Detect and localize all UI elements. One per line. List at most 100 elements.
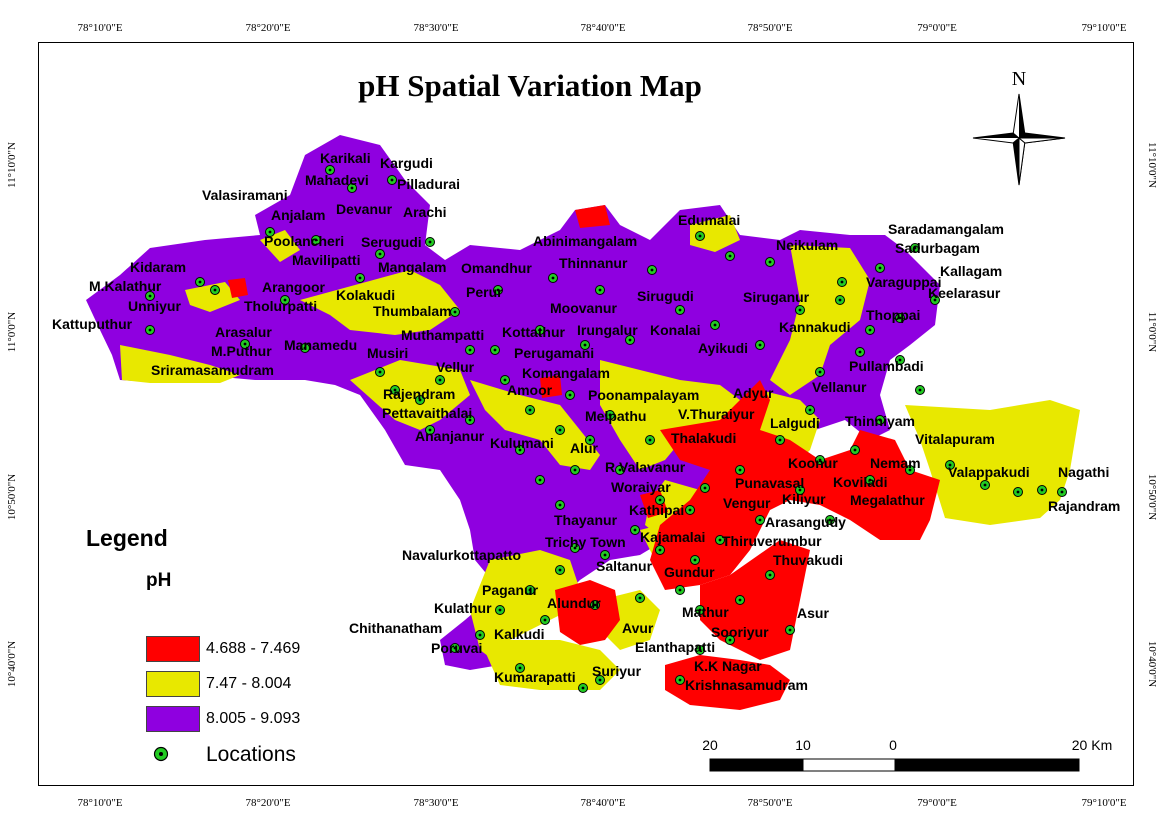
place-label: Alundur [547, 595, 601, 611]
location-marker-dot [818, 458, 822, 462]
location-marker-dot [393, 388, 397, 392]
location-marker-dot [798, 308, 802, 312]
lat-tick-label: 10°50'0"N [6, 473, 18, 521]
place-label: Sirugudi [637, 288, 694, 304]
place-label: V.Thuraiyur [678, 406, 755, 422]
location-marker-dot [698, 648, 702, 652]
place-label: Thoppai [866, 307, 920, 323]
location-marker-dot [303, 346, 307, 350]
legend-label-high: 8.005 - 9.093 [206, 710, 301, 727]
location-marker-dot [703, 486, 707, 490]
location-marker-dot [358, 276, 362, 280]
lon-tick-label: 78°40'0"E [580, 797, 626, 809]
lon-tick-label: 78°30'0"E [413, 797, 459, 809]
location-marker-dot [828, 518, 832, 522]
location-marker-dot [728, 638, 732, 642]
location-marker-dot [693, 558, 697, 562]
location-marker-dot [698, 608, 702, 612]
location-marker-dot [428, 240, 432, 244]
place-label: Kolakudi [336, 287, 395, 303]
place-label: Kottathur [502, 324, 566, 340]
place-label: Devanur [336, 201, 393, 217]
place-label: Valappakudi [948, 464, 1030, 480]
place-label: Adyur [733, 385, 774, 401]
location-marker-dot [678, 678, 682, 682]
location-marker-dot [840, 280, 844, 284]
place-label: Saltanur [596, 558, 653, 574]
location-marker-dot [778, 438, 782, 442]
legend-swatch-high [146, 706, 200, 732]
place-label: Thuvakudi [773, 552, 843, 568]
place-label: Siruganur [743, 289, 810, 305]
place-label: Lalgudi [770, 415, 820, 431]
location-marker-dot [148, 328, 152, 332]
place-label: Mahadevi [305, 172, 369, 188]
place-label: Ayikudi [698, 340, 748, 356]
place-label: Sriramasamudram [151, 362, 274, 378]
place-label: Abinimangalam [533, 233, 637, 249]
place-label: Melpathu [585, 408, 646, 424]
place-label: Varaguppai [866, 274, 941, 290]
north-label: N [1012, 68, 1026, 90]
place-label: Sooriyur [711, 624, 769, 640]
location-marker-dot [558, 503, 562, 507]
location-marker-dot [713, 323, 717, 327]
location-marker-dot [518, 448, 522, 452]
location-marker-dot [350, 186, 354, 190]
scale-label: 20 [702, 737, 718, 753]
place-label: Konalai [650, 322, 701, 338]
scale-label: 0 [889, 737, 897, 753]
location-marker-dot [948, 463, 952, 467]
location-marker-dot [983, 483, 987, 487]
place-label: Sadurbagam [895, 240, 980, 256]
location-marker-dot [628, 338, 632, 342]
location-marker-dot [583, 343, 587, 347]
lat-tick-label: 11°0'0"N [1146, 311, 1158, 353]
location-marker-dot [378, 252, 382, 256]
location-marker-dot [496, 288, 500, 292]
location-marker-dot [868, 328, 872, 332]
location-marker-dot [688, 508, 692, 512]
lon-tick-label: 78°50'0"E [747, 797, 793, 809]
location-marker-dot [868, 478, 872, 482]
location-marker-dot [1040, 488, 1044, 492]
place-label: Vellanur [812, 379, 867, 395]
location-marker-dot [528, 588, 532, 592]
place-label: Anjalam [271, 207, 325, 223]
location-marker-dot [538, 478, 542, 482]
place-label: Thinniyam [845, 413, 915, 429]
place-label: Kargudi [380, 155, 433, 171]
place-label: Kallagam [940, 263, 1002, 279]
location-marker-dot [148, 294, 152, 298]
location-marker-dot [558, 568, 562, 572]
place-label: Kannakudi [779, 319, 851, 335]
location-marker-dot [243, 342, 247, 346]
place-label: Arangoor [262, 279, 326, 295]
place-label: Alur [570, 440, 599, 456]
place-label: Mavilipatti [292, 252, 360, 268]
location-marker-dot [818, 370, 822, 374]
lat-tick-label: 10°50'0"N [1146, 473, 1158, 521]
location-marker-dot [698, 234, 702, 238]
place-label: Edumalai [678, 212, 740, 228]
location-marker-dot [538, 328, 542, 332]
place-label: Kulathur [434, 600, 492, 616]
place-label: Vitalapuram [915, 431, 995, 447]
legend-swatch-low [146, 636, 200, 662]
location-marker-dot [738, 598, 742, 602]
location-markers [145, 165, 1067, 693]
place-label: Trichy Town [545, 534, 626, 550]
location-marker-dot [453, 646, 457, 650]
location-marker-dot [633, 528, 637, 532]
lat-tick-label: 10°40'0"N [6, 640, 18, 688]
location-marker-dot [573, 546, 577, 550]
location-marker-dot [568, 393, 572, 397]
location-marker-dot [898, 358, 902, 362]
location-marker-dot [581, 686, 585, 690]
location-marker-dot [853, 448, 857, 452]
place-label: Arasalur [215, 324, 272, 340]
location-marker-dot [283, 298, 287, 302]
place-label: Karikali [320, 150, 371, 166]
location-marker-dot [478, 633, 482, 637]
